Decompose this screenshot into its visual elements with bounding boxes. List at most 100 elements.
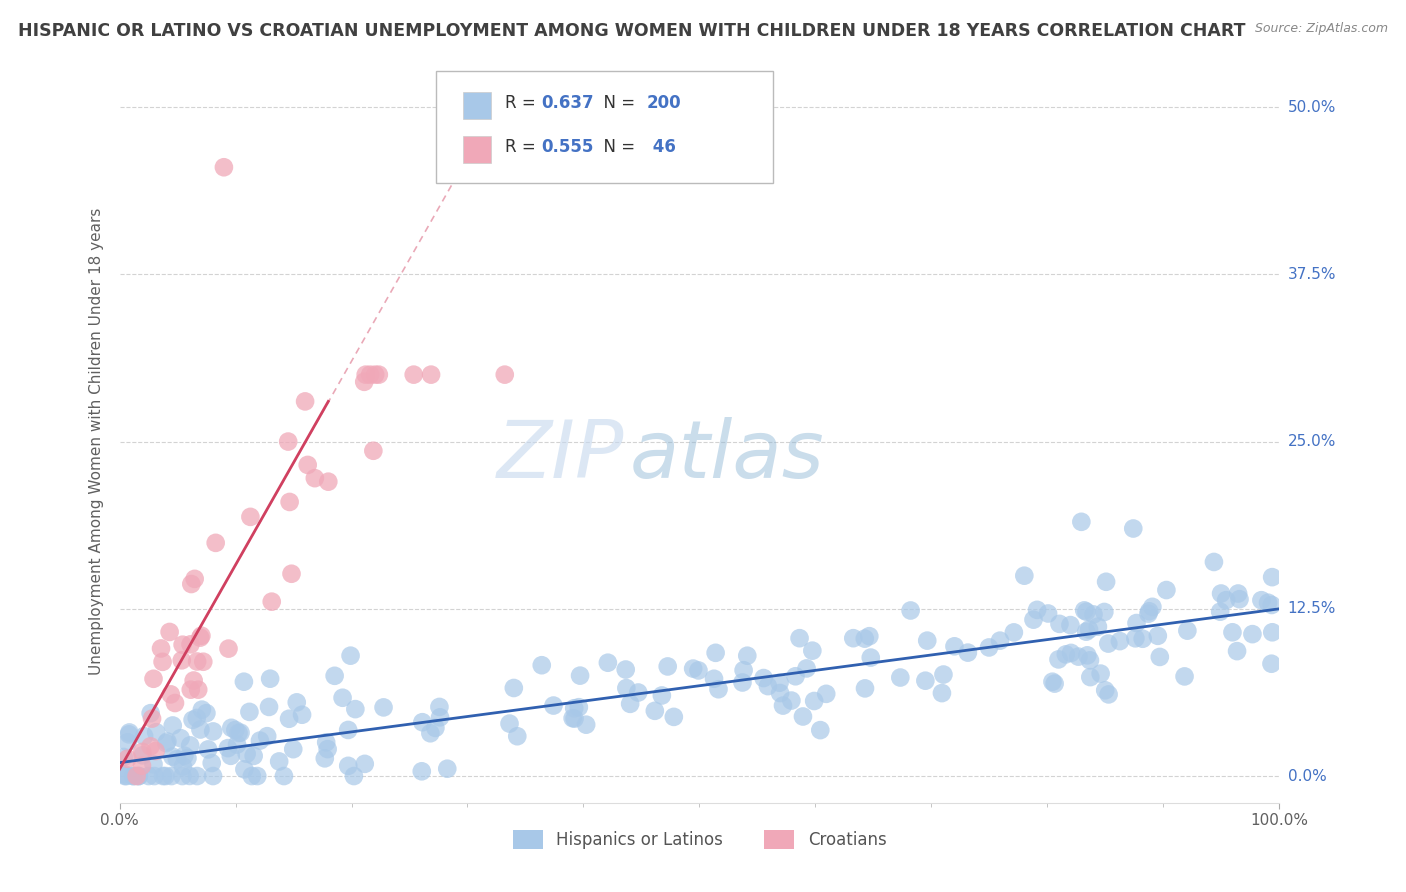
Point (1260, 598, 1282, 612)
Point (269, 755, 291, 769)
Point (160, 769, 183, 783)
Point (141, 712, 163, 726)
Point (1078, 623, 1101, 637)
Point (217, 741, 239, 756)
Point (402, 368, 425, 382)
Point (155, 736, 177, 750)
Point (221, 721, 243, 735)
Point (1241, 627, 1264, 641)
Point (619, 697, 641, 711)
Point (204, 536, 226, 550)
Point (235, 747, 257, 761)
Point (169, 731, 191, 746)
Point (506, 729, 529, 743)
Point (226, 738, 249, 752)
Point (218, 641, 240, 656)
Point (193, 655, 215, 669)
Point (117, 752, 139, 766)
Point (1222, 625, 1244, 640)
Point (688, 664, 710, 678)
Point (796, 661, 818, 675)
Point (429, 710, 451, 724)
Point (1014, 568, 1036, 582)
Point (1095, 574, 1118, 589)
Point (181, 713, 204, 727)
Point (363, 443, 385, 458)
Text: 0.555: 0.555 (541, 138, 593, 156)
Point (152, 769, 174, 783)
Point (494, 368, 516, 382)
Point (1073, 603, 1095, 617)
Point (1076, 648, 1098, 663)
Point (180, 637, 202, 651)
Point (318, 475, 340, 489)
Point (1137, 607, 1160, 621)
Text: 200: 200 (647, 94, 682, 112)
Point (1260, 657, 1282, 671)
Point (187, 682, 209, 697)
Point (1137, 604, 1160, 618)
Text: 0.0%: 0.0% (1288, 769, 1326, 783)
Point (112, 750, 135, 764)
Point (932, 667, 955, 681)
Point (228, 726, 250, 740)
Point (1097, 637, 1119, 651)
Point (1109, 634, 1132, 648)
Point (260, 595, 283, 609)
Point (122, 769, 145, 783)
Point (1149, 649, 1171, 664)
Point (297, 458, 319, 472)
Point (1022, 613, 1045, 627)
Point (117, 735, 139, 749)
Point (246, 769, 269, 783)
Point (364, 368, 387, 382)
Point (201, 756, 224, 770)
Point (756, 679, 779, 693)
Point (1156, 582, 1178, 597)
Point (118, 727, 141, 741)
Point (1229, 592, 1251, 607)
Point (131, 748, 153, 763)
Point (1078, 653, 1101, 667)
Point (1132, 632, 1154, 646)
Point (1067, 649, 1090, 664)
Point (191, 703, 214, 717)
Point (337, 759, 360, 773)
Point (128, 769, 150, 783)
Point (183, 673, 205, 688)
Point (180, 577, 202, 591)
Point (224, 723, 246, 737)
Point (420, 368, 443, 382)
Point (1083, 607, 1105, 622)
Point (285, 695, 308, 709)
Point (179, 739, 201, 753)
Point (575, 717, 598, 731)
Text: 50.0%: 50.0% (1288, 100, 1336, 114)
Point (682, 662, 704, 676)
Point (707, 682, 730, 697)
Point (789, 631, 811, 645)
Point (186, 655, 208, 669)
Point (186, 769, 208, 783)
Point (651, 689, 673, 703)
Point (411, 715, 433, 730)
Point (853, 681, 876, 696)
Point (219, 748, 242, 763)
Point (858, 629, 880, 643)
Point (1047, 652, 1070, 666)
Point (283, 742, 305, 756)
Point (190, 723, 212, 737)
Text: 0.637: 0.637 (541, 94, 593, 112)
Point (278, 712, 301, 726)
Point (233, 762, 256, 776)
Point (419, 726, 441, 740)
Point (1070, 515, 1092, 529)
Point (411, 764, 433, 779)
Point (172, 638, 194, 652)
Point (1215, 593, 1237, 607)
Point (1097, 687, 1119, 701)
Point (1060, 646, 1083, 660)
Point (564, 712, 586, 726)
Legend: Hispanics or Latinos, Croatians: Hispanics or Latinos, Croatians (506, 823, 893, 856)
Point (259, 672, 281, 686)
